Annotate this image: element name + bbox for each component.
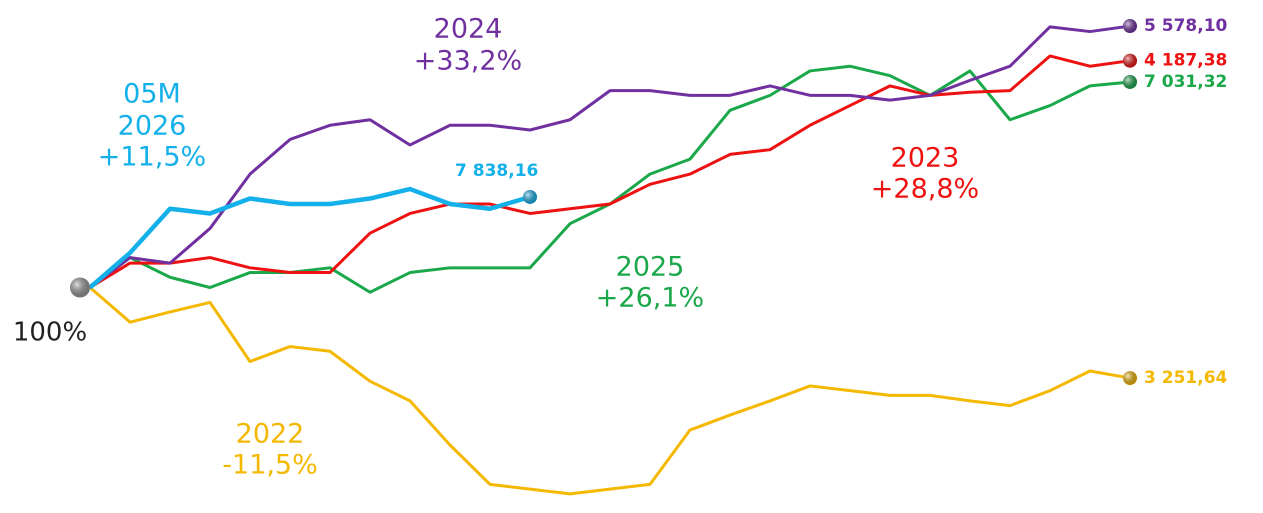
start-marker-shine [70,277,90,298]
series-line [89,24,1131,289]
series-annotation: +28,8% [871,174,979,205]
start-label: 100% [13,318,87,348]
end-marker-shine [523,189,537,204]
series-annotation: 2023 [891,143,960,174]
end-label: 7 838,16 [455,161,538,181]
end-marker-shine [1123,53,1137,68]
series-line [89,54,1131,289]
end-label: 7 031,32 [1144,72,1227,92]
series-line [89,286,1131,496]
series-annotation: +33,2% [414,46,522,77]
series-annotation: 05M [123,79,181,110]
series-annotation: 2024 [434,14,503,45]
series-annotation: 2025 [616,252,685,283]
end-marker-shine [1123,371,1137,386]
series-annotation: +26,1% [596,283,704,314]
end-marker-shine [1123,74,1137,89]
end-label: 4 187,38 [1144,51,1227,71]
end-label: 5 578,10 [1144,16,1228,36]
series-annotation: +11,5% [98,142,206,173]
series-annotation: -11,5% [222,450,318,481]
series-line [88,186,531,290]
series-annotation: 2022 [236,419,305,450]
series-annotation: 2026 [118,111,187,142]
end-label: 3 251,64 [1144,368,1228,388]
end-marker-shine [1123,19,1137,34]
